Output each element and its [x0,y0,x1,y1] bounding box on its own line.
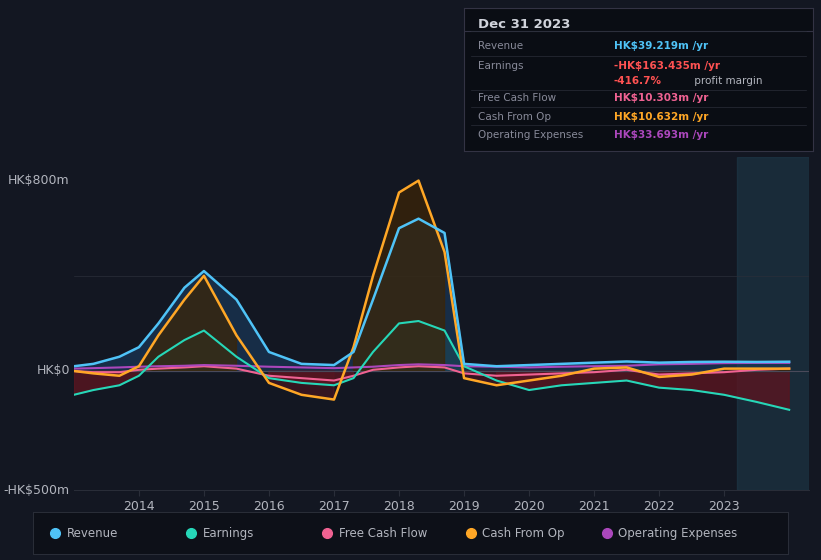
Text: HK$0: HK$0 [36,365,70,377]
Text: Revenue: Revenue [478,40,523,50]
Bar [737,157,809,490]
Text: Dec 31 2023: Dec 31 2023 [478,18,571,31]
Text: HK$39.219m /yr: HK$39.219m /yr [614,40,708,50]
Text: -HK$500m: -HK$500m [3,483,70,497]
Text: Cash From Op: Cash From Op [478,112,551,122]
Text: Operating Expenses: Operating Expenses [478,130,583,141]
Text: -416.7%: -416.7% [614,76,662,86]
Text: HK$33.693m /yr: HK$33.693m /yr [614,130,709,141]
Text: Free Cash Flow: Free Cash Flow [478,94,556,104]
Text: HK$800m: HK$800m [8,174,70,187]
Text: Operating Expenses: Operating Expenses [618,527,737,540]
Text: HK$10.632m /yr: HK$10.632m /yr [614,112,709,122]
Text: Earnings: Earnings [203,527,255,540]
Text: Free Cash Flow: Free Cash Flow [339,527,427,540]
Text: -HK$163.435m /yr: -HK$163.435m /yr [614,60,720,71]
Text: profit margin: profit margin [690,76,762,86]
Text: Cash From Op: Cash From Op [482,527,565,540]
Text: HK$10.303m /yr: HK$10.303m /yr [614,94,709,104]
Text: Earnings: Earnings [478,60,523,71]
Text: Revenue: Revenue [67,527,118,540]
